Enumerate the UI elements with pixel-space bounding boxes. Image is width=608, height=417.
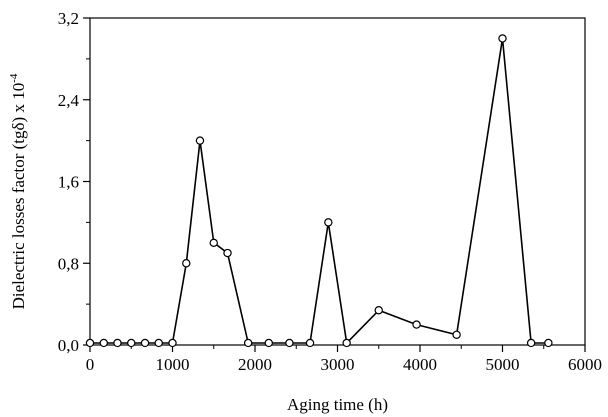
data-point [127, 338, 136, 348]
data-point [452, 330, 461, 339]
x-tick-label: 1000 [156, 355, 190, 374]
plot-frame [89, 17, 586, 346]
y-axis-ticks: 0,0 0,8 1,6 2,4 3,2 [58, 9, 90, 355]
y-axis-title-exponent: -4 [8, 73, 20, 83]
x-tick-label: 4000 [403, 355, 437, 374]
data-point [498, 34, 507, 43]
data-point [85, 338, 95, 348]
x-tick-label: 0 [86, 355, 95, 374]
data-point [209, 238, 218, 248]
data-point [264, 338, 273, 348]
y-tick-label: 3,2 [58, 9, 79, 28]
y-tick-label: 2,4 [58, 91, 80, 110]
data-point [154, 338, 163, 348]
data-point [113, 338, 122, 348]
data-point [324, 218, 333, 227]
y-axis-title-text: Dielectric losses factor (tgδ) x 10 [9, 83, 28, 310]
data-point [374, 306, 383, 315]
data-point [99, 338, 108, 348]
x-tick-label: 3000 [321, 355, 355, 374]
y-tick-label: 0,8 [58, 254, 79, 273]
x-axis-title-text: Aging time (h) [287, 395, 388, 414]
x-tick-label: 2000 [238, 355, 272, 374]
x-tick-label: 5000 [486, 355, 520, 374]
x-axis-title: Aging time (h) [287, 395, 388, 414]
series-line [90, 38, 549, 345]
data-point [223, 248, 232, 258]
plot-area-border [89, 17, 586, 346]
data-point [182, 259, 191, 268]
data-point [412, 320, 421, 329]
data-point [544, 338, 553, 348]
data-point [195, 136, 205, 145]
data-point [305, 338, 315, 348]
data-point [526, 338, 536, 348]
data-point [243, 338, 253, 348]
x-axis-ticks: 0 1000 2000 3000 4000 5000 6000 [86, 345, 602, 374]
y-tick-label: 1,6 [58, 173, 79, 192]
data-point [168, 338, 177, 348]
data-point [140, 338, 150, 348]
data-point [342, 338, 351, 348]
series-group [85, 34, 553, 348]
x-tick-label: 6000 [568, 355, 602, 374]
y-axis-title: Dielectric losses factor (tgδ) x 10-4 [8, 73, 28, 309]
y-tick-label: 0,0 [58, 336, 79, 355]
data-point [285, 338, 294, 348]
